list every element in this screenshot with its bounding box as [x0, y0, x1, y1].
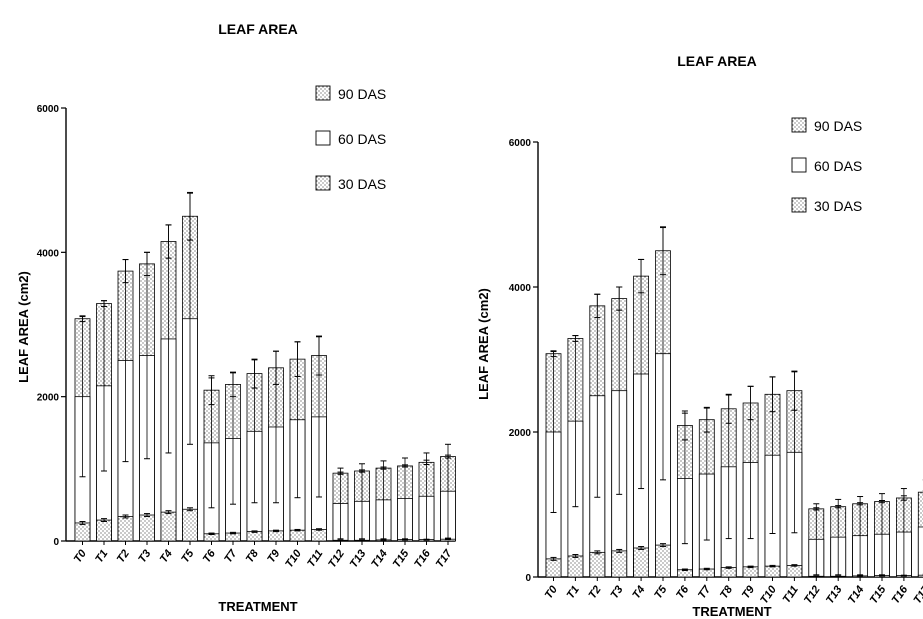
x-tick-label: T5 [652, 583, 670, 601]
bar-30-das-t5 [182, 508, 198, 542]
bar-30-das-t4 [160, 511, 177, 542]
legend-swatch [791, 117, 807, 133]
bar-30-das-t1 [567, 555, 584, 578]
x-tick-label: T12 [326, 548, 347, 570]
x-tick-label: T0 [543, 583, 561, 601]
x-axis-title: TREATMENT [218, 599, 297, 614]
x-tick-label: T14 [369, 548, 390, 570]
x-tick-label: T8 [244, 547, 262, 565]
chart-title: LEAF AREA [218, 21, 298, 37]
x-tick-label: T13 [348, 548, 369, 570]
y-tick-label: 2000 [37, 393, 60, 404]
x-tick-label: T7 [696, 583, 714, 601]
x-tick-label: T13 [824, 584, 845, 606]
bar-30-das-t10 [764, 565, 781, 578]
y-tick-label: 6000 [37, 104, 60, 115]
y-axis-title: LEAF AREA (cm2) [476, 288, 491, 400]
x-tick-label: T14 [846, 584, 867, 606]
x-tick-label: T6 [674, 583, 692, 601]
legend-swatch [315, 175, 331, 191]
x-tick-label: T0 [72, 547, 90, 565]
x-tick-label: T10 [758, 583, 779, 606]
x-tick-label: T15 [391, 547, 412, 570]
x-tick-label: T16 [412, 547, 433, 570]
chart-title: LEAF AREA [677, 53, 757, 69]
legend-swatch [791, 197, 807, 213]
y-tick-label: 4000 [37, 248, 60, 259]
bar-30-das-t10 [289, 529, 306, 542]
legend-label: 30 DAS [338, 176, 386, 192]
legend: 90 DAS 60 DAS 30 DAS [791, 117, 862, 214]
x-tick-label: T11 [781, 584, 801, 606]
x-tick-label: T3 [136, 548, 153, 565]
legend-swatch [315, 130, 331, 146]
legend-swatch [315, 85, 331, 101]
bar-30-das-t5 [655, 544, 671, 578]
x-tick-label: T3 [608, 584, 625, 601]
x-tick-label: T6 [201, 547, 219, 565]
bar-30-das-t9 [268, 530, 284, 542]
x-tick-label: T5 [179, 547, 197, 565]
legend-swatch [791, 157, 807, 173]
bar-30-das-t0 [74, 522, 91, 542]
y-tick-label: 0 [525, 573, 531, 584]
y-tick-label: 6000 [509, 138, 532, 149]
x-tick-label: T11 [305, 548, 325, 570]
legend-label: 30 DAS [814, 198, 862, 214]
bar-30-das-t4 [633, 547, 649, 578]
x-tick-label: T1 [565, 584, 582, 601]
chart-right: LEAF AREA LEAF AREA (cm2) TREATMENT 0 200… [476, 53, 923, 619]
x-tick-label: T2 [587, 584, 604, 601]
y-axis-title: LEAF AREA (cm2) [16, 271, 31, 383]
x-tick-label: T16 [890, 583, 911, 606]
y-tick-label: 0 [53, 537, 59, 548]
chart-left: LEAF AREA LEAF AREA (cm2) TREATMENT 0 200… [16, 21, 456, 614]
bar-30-das-t9 [742, 566, 759, 578]
x-tick-label: T9 [265, 547, 283, 565]
x-tick-label: T9 [740, 583, 758, 601]
bar-30-das-t11 [786, 565, 803, 578]
x-tick-label: T10 [283, 547, 304, 570]
legend-label: 90 DAS [338, 86, 386, 102]
legend-label: 60 DAS [814, 158, 862, 174]
bar-30-das-t8 [246, 531, 263, 542]
x-tick-label: T1 [93, 548, 110, 565]
y-tick-label: 4000 [509, 283, 532, 294]
legend-label: 60 DAS [338, 131, 386, 147]
legend-label: 90 DAS [814, 118, 862, 134]
bar-30-das-t3 [139, 514, 155, 542]
x-tick-label: T7 [222, 547, 240, 565]
bar-30-das-t2 [117, 516, 134, 542]
bar-30-das-t1 [96, 519, 112, 542]
x-tick-label: T4 [158, 548, 175, 565]
x-tick-label: T15 [868, 583, 889, 606]
y-tick-label: 2000 [509, 428, 532, 439]
bar-30-das-t17 [917, 574, 923, 578]
bar-60-das-t17 [917, 526, 923, 578]
bar-30-das-t11 [311, 529, 327, 542]
x-tick-label: T17 [434, 547, 455, 570]
x-tick-label: T12 [802, 584, 823, 606]
x-tick-label: T2 [115, 548, 132, 565]
bar-30-das-t3 [611, 550, 628, 578]
x-tick-label: T8 [718, 583, 736, 601]
x-tick-label: T17 [912, 583, 923, 606]
bar-30-das-t8 [720, 567, 737, 578]
x-tick-label: T4 [630, 584, 647, 601]
bar-30-das-t2 [589, 551, 606, 578]
legend: 90 DAS 60 DAS 30 DAS [315, 85, 386, 192]
bar-30-das-t0 [545, 558, 562, 578]
x-axis-title: TREATMENT [692, 604, 771, 619]
